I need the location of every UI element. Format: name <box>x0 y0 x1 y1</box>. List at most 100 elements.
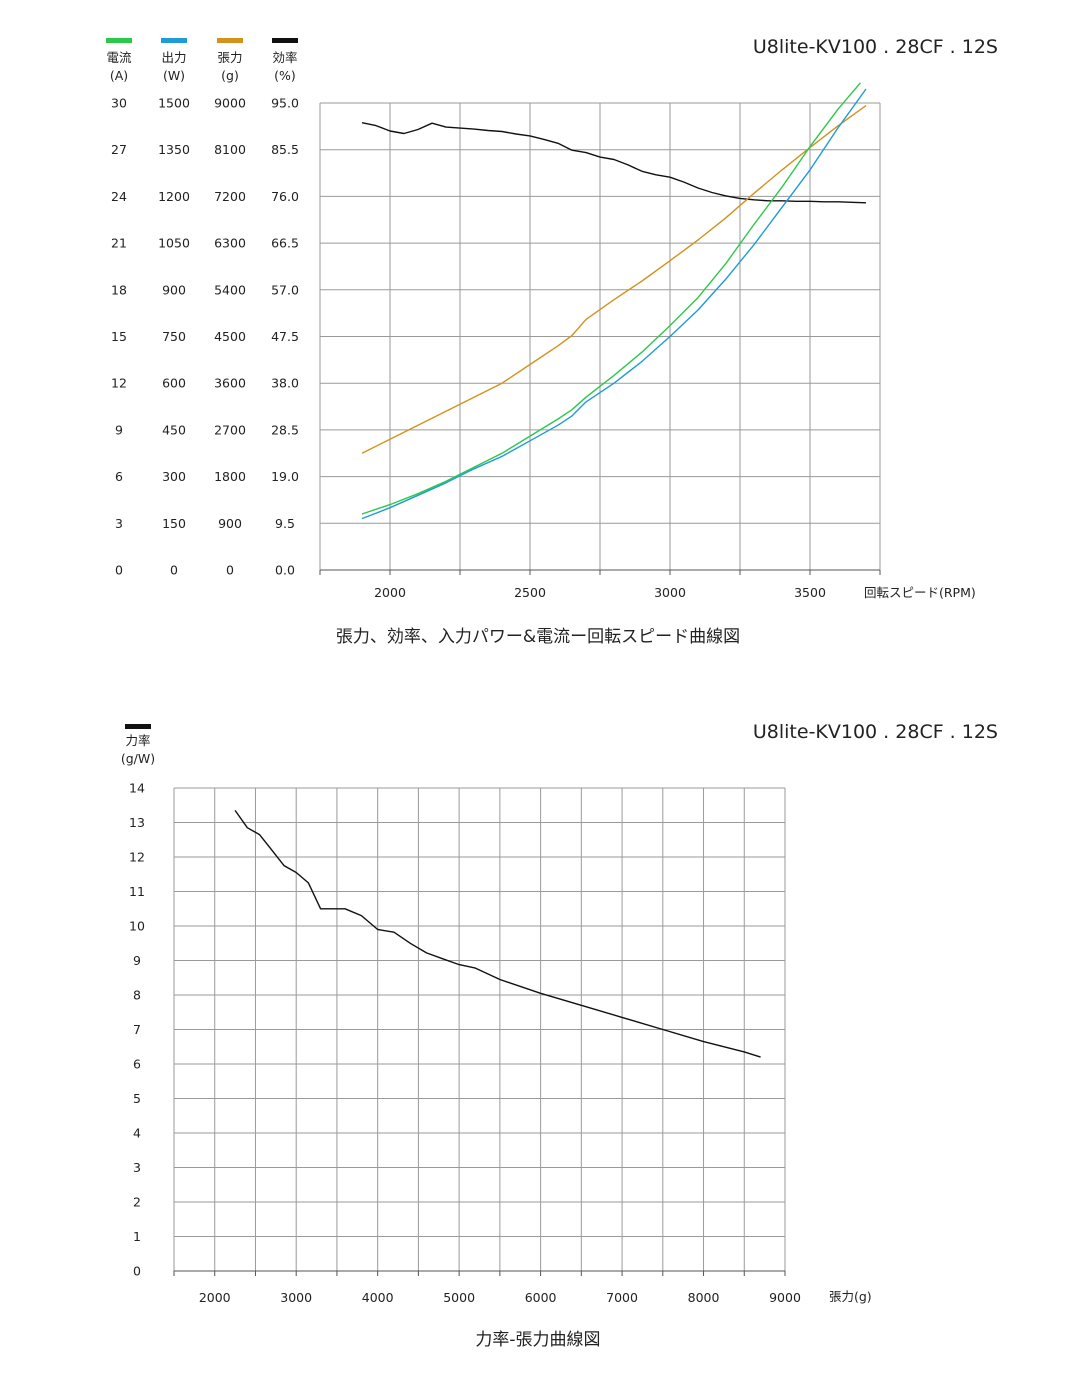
y-tick-label: 18 <box>111 282 127 297</box>
y-tick-label: 13 <box>129 815 145 830</box>
y-tick-label: 12 <box>111 376 127 391</box>
series-line-効率 <box>361 122 867 204</box>
y-tick-label: 6 <box>133 1057 141 1072</box>
y-tick-label: 47.5 <box>271 329 299 344</box>
y-tick-label: 600 <box>162 376 186 391</box>
y-tick-label: 7200 <box>214 189 246 204</box>
x-tick-label: 8000 <box>688 1290 720 1305</box>
x-axis-label: 張力(g) <box>829 1289 872 1304</box>
y-tick-label: 900 <box>218 516 242 531</box>
series-line-出力 <box>361 88 867 520</box>
x-tick-label: 9000 <box>769 1290 801 1305</box>
legend-unit-thrust: (g) <box>221 68 239 83</box>
y-tick-label: 6 <box>115 469 123 484</box>
y-tick-label: 28.5 <box>271 422 299 437</box>
legend-name-current: 電流 <box>106 50 132 65</box>
y-tick-label: 57.0 <box>271 282 299 297</box>
y-tick-label: 0 <box>226 563 234 578</box>
y-tick-label: 19.0 <box>271 469 299 484</box>
legend-unit-force_ratio: (g/W) <box>121 751 155 766</box>
series-line-力率 <box>234 809 761 1058</box>
x-tick-label: 2000 <box>374 585 406 600</box>
y-tick-label: 0 <box>133 1264 141 1279</box>
legend-swatch-current <box>106 38 132 43</box>
y-tick-label: 1500 <box>158 96 190 111</box>
y-tick-label: 2700 <box>214 422 246 437</box>
model-label: U8lite-KV100 . 28CF . 12S <box>753 36 998 58</box>
y-tick-label: 1350 <box>158 142 190 157</box>
y-tick-label: 9.5 <box>275 516 295 531</box>
y-tick-label: 9 <box>115 422 123 437</box>
legend-name-power: 出力 <box>161 50 186 65</box>
legend-swatch-force_ratio <box>125 724 151 729</box>
model-label: U8lite-KV100 . 28CF . 12S <box>753 721 998 743</box>
x-tick-label: 3000 <box>654 585 686 600</box>
y-tick-label: 1800 <box>214 469 246 484</box>
legend: 力率 (g/W) <box>121 724 155 766</box>
y-tick-label: 10 <box>129 919 145 934</box>
y-tick-label: 66.5 <box>271 236 299 251</box>
legend-unit-current: (A) <box>110 68 128 83</box>
y-tick-label: 3 <box>115 516 123 531</box>
y-tick-label: 21 <box>111 236 127 251</box>
y-tick-label: 5400 <box>214 282 246 297</box>
y-tick-label: 27 <box>111 142 127 157</box>
y-tick-label: 24 <box>111 189 127 204</box>
x-tick-label: 7000 <box>606 1290 638 1305</box>
y-tick-label: 3600 <box>214 376 246 391</box>
y-tick-label: 3 <box>133 1160 141 1175</box>
y-tick-label: 15 <box>111 329 127 344</box>
y-tick-label: 750 <box>162 329 186 344</box>
x-axis-ticks: 2000 2500 3000 3500 <box>374 585 826 600</box>
x-axis-label: 回転スピード(RPM) <box>864 585 976 600</box>
legend-swatch-efficiency <box>272 38 298 43</box>
y-tick-label: 7 <box>133 1022 141 1037</box>
y-axis-tick-columns: 0369121518212427300150300450600750900105… <box>111 96 299 578</box>
x-tick-label: 3000 <box>280 1290 312 1305</box>
y-tick-label: 38.0 <box>271 376 299 391</box>
y-tick-label: 8 <box>133 988 141 1003</box>
y-tick-label: 9 <box>133 953 141 968</box>
y-tick-label: 76.0 <box>271 189 299 204</box>
x-tick-label: 4000 <box>362 1290 394 1305</box>
chart-caption: 張力、効率、入力パワー&電流ー回転スピード曲線図 <box>336 627 740 647</box>
y-tick-label: 30 <box>111 96 127 111</box>
x-tick-label: 2500 <box>514 585 546 600</box>
y-tick-label: 95.0 <box>271 96 299 111</box>
legend-swatch-thrust <box>217 38 243 43</box>
legend-name-efficiency: 効率 <box>272 50 297 65</box>
y-tick-label: 900 <box>162 282 186 297</box>
legend-name-force_ratio: 力率 <box>125 733 150 748</box>
chart-speed-performance: U8lite-KV100 . 28CF . 12S 電流 (A) 出力 (W) 張力 (g… <box>106 36 998 647</box>
y-tick-label: 0 <box>115 563 123 578</box>
y-tick-label: 450 <box>162 422 186 437</box>
y-tick-label: 2 <box>133 1195 141 1210</box>
y-tick-label: 4500 <box>214 329 246 344</box>
y-tick-label: 14 <box>129 781 145 796</box>
y-tick-label: 85.5 <box>271 142 299 157</box>
y-tick-label: 5 <box>133 1091 141 1106</box>
legend-unit-power: (W) <box>163 68 185 83</box>
legend-unit-efficiency: (%) <box>274 68 296 83</box>
x-tick-label: 3500 <box>794 585 826 600</box>
y-tick-label: 0 <box>170 563 178 578</box>
series-lines <box>234 809 761 1058</box>
legend: 電流 (A) 出力 (W) 張力 (g) 効率 (%) <box>106 38 298 83</box>
y-tick-label: 1050 <box>158 236 190 251</box>
grid <box>319 102 881 575</box>
x-tick-label: 2000 <box>199 1290 231 1305</box>
chart-force-ratio: U8lite-KV100 . 28CF . 12S 力率 (g/W) 0 1 2 3 4 5… <box>121 721 998 1350</box>
grid <box>173 787 786 1276</box>
y-tick-label: 4 <box>133 1126 141 1141</box>
series-line-電流 <box>361 82 861 515</box>
y-tick-label: 1 <box>133 1229 141 1244</box>
chart-caption: 力率-張力曲線図 <box>475 1330 600 1350</box>
y-tick-label: 150 <box>162 516 186 531</box>
y-tick-label: 8100 <box>214 142 246 157</box>
legend-name-thrust: 張力 <box>217 50 242 65</box>
y-tick-label: 0.0 <box>275 563 295 578</box>
x-tick-label: 5000 <box>443 1290 475 1305</box>
legend-swatch-power <box>161 38 187 43</box>
